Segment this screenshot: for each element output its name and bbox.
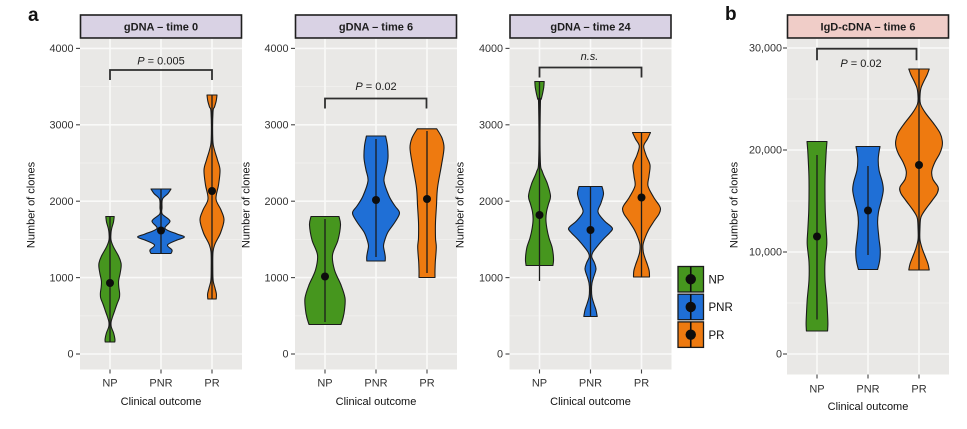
svg-text:1000: 1000 <box>49 272 73 284</box>
svg-text:NP: NP <box>532 378 547 390</box>
svg-text:0: 0 <box>497 349 503 361</box>
svg-text:PR: PR <box>709 330 725 342</box>
svg-text:4000: 4000 <box>49 43 73 55</box>
svg-text:2000: 2000 <box>49 196 73 208</box>
svg-text:Number of clones: Number of clones <box>729 161 741 248</box>
svg-text:0: 0 <box>282 349 288 361</box>
svg-text:Number of clones: Number of clones <box>26 161 38 248</box>
svg-text:PNR: PNR <box>856 384 879 396</box>
svg-text:3000: 3000 <box>479 120 503 132</box>
svg-text:NP: NP <box>317 378 332 390</box>
svg-text:P = 0.02: P = 0.02 <box>840 58 881 70</box>
svg-text:PNR: PNR <box>579 378 602 390</box>
svg-text:Clinical outcome: Clinical outcome <box>336 396 417 408</box>
svg-text:4000: 4000 <box>264 43 288 55</box>
svg-text:gDNA – time 0: gDNA – time 0 <box>124 22 198 34</box>
svg-text:10,000: 10,000 <box>749 247 782 259</box>
svg-text:PNR: PNR <box>364 378 387 390</box>
svg-text:4000: 4000 <box>479 43 503 55</box>
svg-text:PR: PR <box>911 384 926 396</box>
svg-text:0: 0 <box>67 349 73 361</box>
svg-text:1000: 1000 <box>264 272 288 284</box>
svg-text:gDNA – time 24: gDNA – time 24 <box>550 22 631 34</box>
svg-text:Clinical outcome: Clinical outcome <box>121 396 202 408</box>
svg-text:20,000: 20,000 <box>749 145 782 157</box>
svg-text:2000: 2000 <box>264 196 288 208</box>
svg-text:Number of clones: Number of clones <box>241 161 253 248</box>
svg-text:2000: 2000 <box>479 196 503 208</box>
svg-text:3000: 3000 <box>49 120 73 132</box>
svg-text:PNR: PNR <box>709 302 733 314</box>
svg-text:PR: PR <box>634 378 649 390</box>
svg-text:3000: 3000 <box>264 120 288 132</box>
svg-text:Clinical outcome: Clinical outcome <box>828 401 909 413</box>
svg-text:a: a <box>28 5 39 26</box>
svg-text:n.s.: n.s. <box>581 51 599 63</box>
svg-text:NP: NP <box>809 384 824 396</box>
svg-text:P = 0.005: P = 0.005 <box>137 56 184 68</box>
svg-text:PNR: PNR <box>149 378 172 390</box>
svg-text:30,000: 30,000 <box>749 43 782 55</box>
svg-text:0: 0 <box>776 349 782 361</box>
svg-text:P = 0.02: P = 0.02 <box>355 81 396 93</box>
svg-text:1000: 1000 <box>479 272 503 284</box>
svg-text:Number of clones: Number of clones <box>455 161 467 248</box>
svg-text:IgD-cDNA – time 6: IgD-cDNA – time 6 <box>821 22 916 34</box>
svg-text:Clinical outcome: Clinical outcome <box>550 396 631 408</box>
svg-text:PR: PR <box>204 378 219 390</box>
svg-text:NP: NP <box>102 378 117 390</box>
svg-text:PR: PR <box>419 378 434 390</box>
svg-text:gDNA – time 6: gDNA – time 6 <box>339 22 413 34</box>
svg-text:NP: NP <box>709 275 725 287</box>
svg-text:b: b <box>725 4 737 25</box>
